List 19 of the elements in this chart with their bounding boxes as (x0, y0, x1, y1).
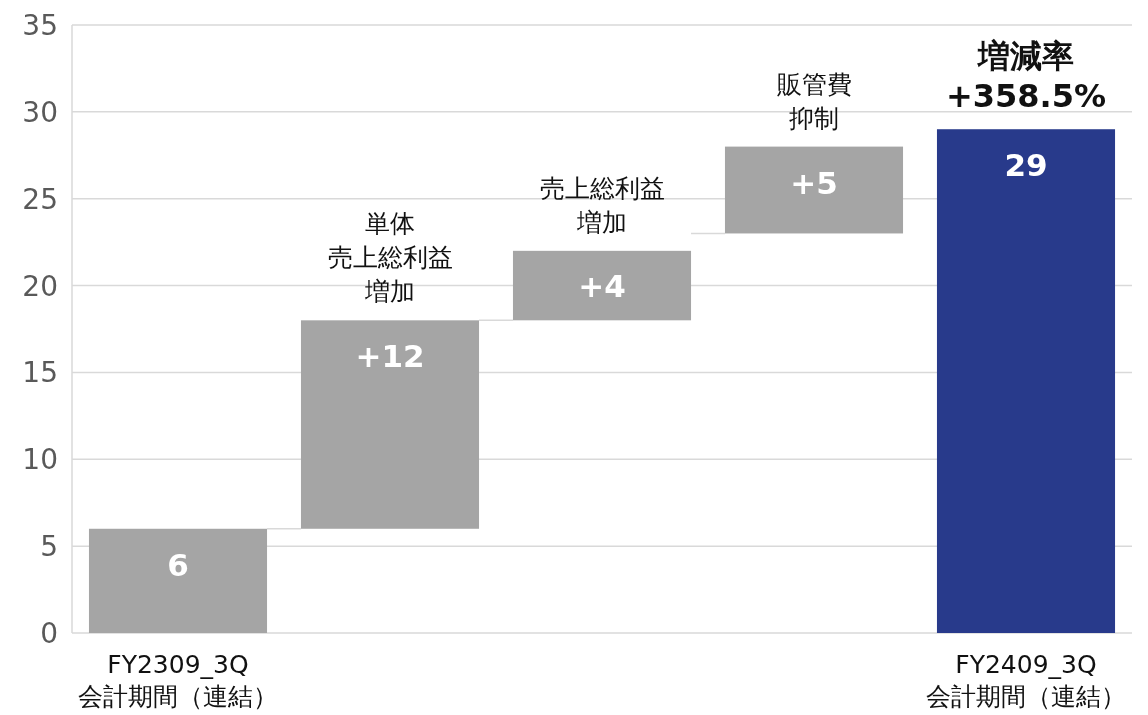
annotation: 増減率 +358.5% (945, 37, 1107, 116)
data-label: 29 (1004, 147, 1048, 184)
data-label: 6 (167, 546, 189, 583)
annotation: 販管費抑制 (776, 69, 852, 133)
y-tick-label: 25 (22, 182, 58, 216)
data-label: +12 (355, 338, 425, 375)
y-tick-label: 10 (22, 443, 58, 477)
x-tick-label: FY2309_3Q 会計期間（連結） (78, 650, 278, 711)
y-tick-label: 20 (22, 269, 58, 303)
x-tick-label: FY2409_3Q 会計期間（連結） (926, 650, 1126, 711)
y-tick-label: 0 (40, 617, 58, 650)
y-tick-label: 15 (22, 356, 58, 390)
y-tick-label: 30 (22, 95, 58, 129)
annotation: 売上総利益増加 (539, 173, 665, 237)
y-tick-label: 35 (22, 9, 58, 42)
data-label: +5 (790, 164, 838, 201)
annotation: 単体売上総利益増加 (327, 209, 453, 307)
y-tick-label: 5 (40, 530, 58, 564)
data-label: +4 (578, 267, 626, 304)
